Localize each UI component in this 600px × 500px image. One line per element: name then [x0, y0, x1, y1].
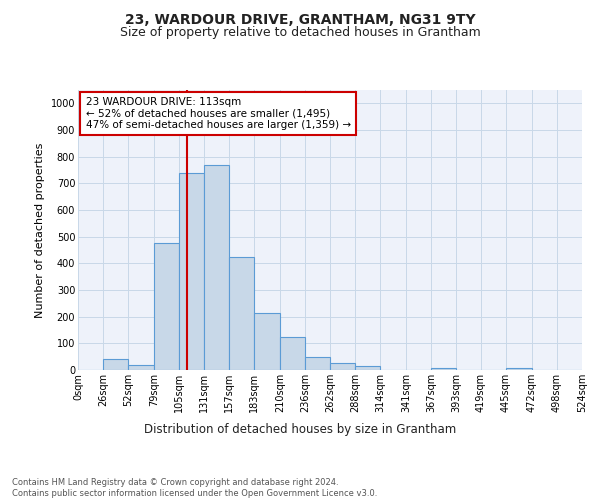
Bar	[103, 360, 128, 370]
Text: Distribution of detached houses by size in Grantham: Distribution of detached houses by size …	[144, 422, 456, 436]
Text: 23, WARDOUR DRIVE, GRANTHAM, NG31 9TY: 23, WARDOUR DRIVE, GRANTHAM, NG31 9TY	[125, 12, 475, 26]
Bar	[179, 172, 204, 370]
Text: 23 WARDOUR DRIVE: 113sqm
← 52% of detached houses are smaller (1,495)
47% of sem: 23 WARDOUR DRIVE: 113sqm ← 52% of detach…	[86, 97, 350, 130]
Bar	[154, 244, 179, 370]
Bar	[355, 366, 380, 370]
Bar	[204, 164, 229, 370]
Bar	[506, 368, 532, 370]
Bar	[330, 362, 355, 370]
Text: Size of property relative to detached houses in Grantham: Size of property relative to detached ho…	[119, 26, 481, 39]
Text: Contains HM Land Registry data © Crown copyright and database right 2024.
Contai: Contains HM Land Registry data © Crown c…	[12, 478, 377, 498]
Bar	[280, 336, 305, 370]
Y-axis label: Number of detached properties: Number of detached properties	[35, 142, 45, 318]
Bar	[128, 364, 154, 370]
Bar	[229, 256, 254, 370]
Bar	[254, 312, 280, 370]
Bar	[305, 356, 330, 370]
Bar	[431, 368, 456, 370]
